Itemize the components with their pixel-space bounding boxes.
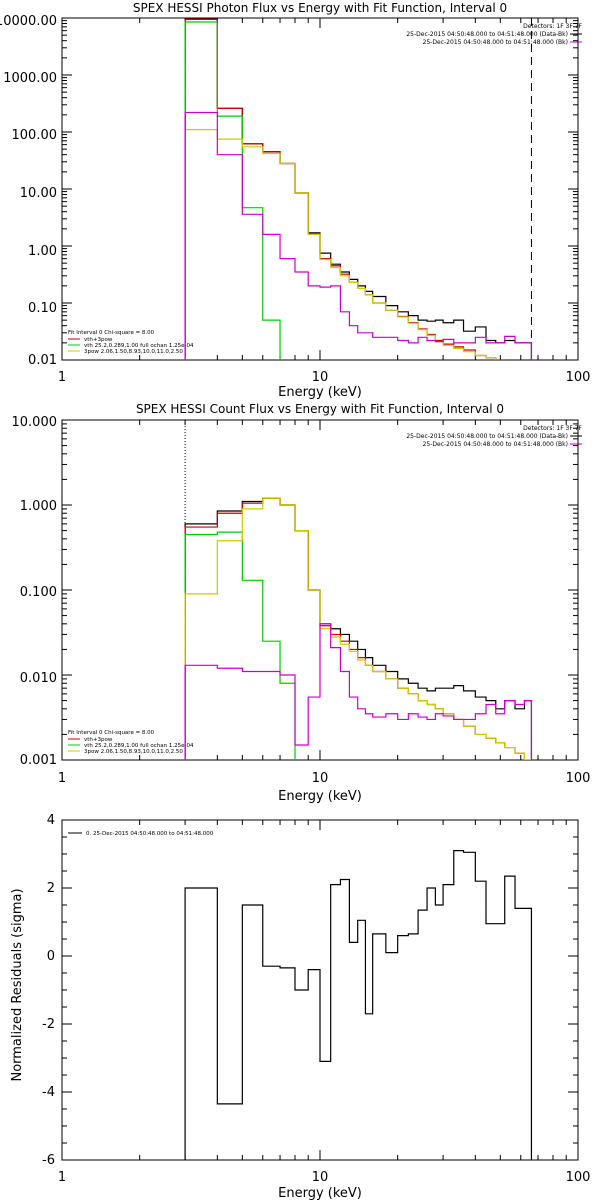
x-tick-label: 1	[58, 1170, 66, 1185]
y-ticks: 0.001 0.010 0.100 1.000 10.000	[12, 415, 58, 768]
legend-left: Fit Interval 0 Chi-square = 8.00 vth+3po…	[68, 330, 194, 355]
x-axis-label: Energy (keV)	[278, 1186, 362, 1200]
y-tick-label: 1.00	[28, 244, 57, 259]
x-tick-label: 1	[58, 771, 66, 786]
y-tick-label: 0.010	[20, 671, 57, 686]
legend-total-entry: vth+3pow	[84, 337, 113, 343]
y-tick-label: 0.100	[20, 585, 57, 600]
x-tick-label: 100	[566, 1170, 591, 1185]
legend-left: Fit Interval 0 Chi-square = 8.00 vth+3po…	[68, 730, 194, 755]
chart-title: SPEX HESSI Photon Flux vs Energy with Fi…	[133, 1, 507, 15]
x-tick-label: 10	[312, 370, 329, 385]
x-tick-label: 10	[312, 771, 329, 786]
legend: 0. 25-Dec-2015 04:50:48.000 to 04:51:48.…	[68, 831, 214, 837]
y-tick-label: 4	[47, 813, 55, 828]
y-tick-label: 1000.00	[3, 71, 57, 86]
legend-entry: 0. 25-Dec-2015 04:50:48.000 to 04:51:48.…	[86, 831, 214, 837]
series-vth-line	[184, 21, 281, 360]
y-tick-label: 100.00	[12, 128, 58, 143]
y-tick-label: 10.00	[20, 186, 57, 201]
series-pow-line	[184, 129, 497, 360]
series-bk-line	[184, 111, 533, 360]
legend-data-entry: 25-Dec-2015 04:50:48.000 to 04:51:48.000…	[406, 31, 568, 38]
legend-pow-entry: 3pow 2.06,1.50,8.93,10.0,11.0,2.50	[84, 349, 183, 355]
y-tick-label: 0.001	[20, 753, 57, 768]
y-tick-label: 1.000	[20, 499, 57, 514]
legend-pow-entry: 3pow 2.06,1.50,8.93,10.0,11.0,2.50	[84, 749, 183, 755]
legend-bk-entry: 25-Dec-2015 04:50:48.000 to 04:51:48.000…	[423, 441, 568, 448]
plot-frame	[61, 17, 579, 361]
photon-flux-chart: SPEX HESSI Photon Flux vs Energy with Fi…	[0, 1, 590, 400]
y-tick-label: 10000.00	[0, 14, 57, 29]
legend-fit-interval: Fit Interval 0 Chi-square = 8.00	[68, 730, 155, 736]
x-ticks: 1 10 100	[58, 370, 591, 385]
series-bk-line	[184, 623, 533, 760]
y-tick-label: 10.000	[12, 415, 58, 430]
legend-bk-entry: 25-Dec-2015 04:50:48.000 to 04:51:48.000…	[423, 39, 568, 46]
y-ticks: 0.01 0.10 1.00 10.00 100.00 1000.00 1000…	[0, 14, 57, 368]
legend-vth-entry: vth 25.2,0.289,1.00 full ochan 1.25e-04	[84, 743, 194, 749]
y-axis-label: Normalized Residuals (sigma)	[10, 888, 25, 1081]
y-tick-label: -2	[42, 1017, 55, 1032]
legend-data-entry: 25-Dec-2015 04:50:48.000 to 04:51:48.000…	[406, 433, 568, 440]
legend-right: Detectors: 1F 3F 7F 25-Dec-2015 04:50:48…	[406, 425, 582, 448]
y-tick-label: -6	[42, 1153, 55, 1168]
legend-detectors: Detectors: 1F 3F 7F	[523, 425, 582, 432]
series-vth-line	[184, 531, 296, 760]
x-tick-label: 10	[312, 1170, 329, 1185]
series-pow-line	[184, 497, 533, 760]
count-flux-chart: SPEX HESSI Count Flux vs Energy with Fit…	[12, 402, 591, 804]
legend-fit-interval: Fit Interval 0 Chi-square = 8.00	[68, 330, 155, 336]
x-ticks: 1 10 100	[58, 1170, 591, 1185]
residuals-chart: Energy (keV) Normalized Residuals (sigma…	[10, 813, 590, 1200]
y-tick-label: 0.10	[28, 301, 57, 316]
chart-title: SPEX HESSI Count Flux vs Energy with Fit…	[136, 402, 504, 416]
x-ticks: 1 10 100	[58, 771, 591, 786]
y-tick-label: 0	[47, 949, 55, 964]
x-axis-label: Energy (keV)	[278, 385, 362, 400]
legend-right: Detectors: 1F 3F 7F 25-Dec-2015 04:50:48…	[406, 23, 582, 46]
x-tick-label: 100	[566, 370, 591, 385]
series-residuals-line	[184, 850, 533, 1160]
legend-vth-entry: vth 25.2,0.289,1.00 full ochan 1.25e-04	[84, 343, 194, 349]
legend-total-entry: vth+3pow	[84, 737, 113, 743]
y-tick-label: -4	[42, 1085, 55, 1100]
x-tick-label: 1	[58, 370, 66, 385]
y-tick-label: 2	[47, 881, 55, 896]
x-axis-label: Energy (keV)	[278, 789, 362, 804]
x-tick-label: 100	[566, 771, 591, 786]
y-ticks: -6 -4 -2 0 2 4	[42, 813, 55, 1168]
legend-detectors: Detectors: 1F 3F 7F	[523, 23, 582, 30]
y-tick-label: 0.01	[28, 353, 57, 368]
